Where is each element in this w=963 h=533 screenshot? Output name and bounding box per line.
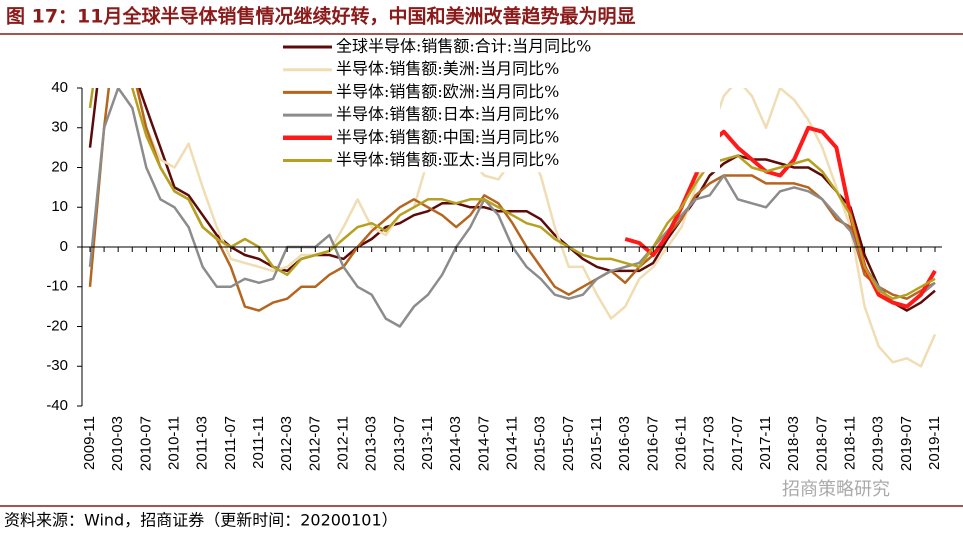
x-tick-label: 2018-07	[813, 416, 830, 471]
y-tick-label: -10	[46, 278, 68, 295]
y-tick-label: 10	[51, 198, 68, 215]
x-tick-label: 2015-07	[560, 416, 577, 471]
legend-label: 半导体:销售额:亚太:当月同比%	[336, 150, 559, 169]
legend-box	[280, 36, 720, 173]
y-tick-label: -40	[46, 397, 68, 414]
series-line	[624, 125, 937, 309]
x-tick-label: 2015-03	[532, 416, 549, 471]
x-tick-label: 2017-03	[701, 416, 718, 471]
x-tick-label: 2011-03	[194, 416, 211, 470]
x-tick-label: 2013-11	[419, 416, 436, 470]
y-tick-label: 20	[51, 158, 68, 175]
x-tick-label: 2015-11	[588, 416, 605, 470]
x-tick-label: 2019-07	[898, 416, 915, 471]
x-tick-label: 2017-11	[757, 416, 774, 470]
series-line	[88, 88, 936, 312]
y-tick-label: 0	[60, 238, 68, 255]
x-tick-label: 2017-07	[729, 416, 746, 471]
x-tick-label: 2010-07	[137, 416, 154, 471]
x-tick-label: 2019-03	[870, 416, 887, 471]
x-tick-label: 2019-11	[926, 416, 943, 470]
x-tick-label: 2014-03	[447, 416, 464, 471]
x-tick-label: 2011-07	[222, 416, 239, 470]
x-tick-label: 2014-11	[503, 416, 520, 470]
legend-label: 半导体:销售额:美洲:当月同比%	[336, 59, 559, 78]
legend-label: 半导体:销售额:欧洲:当月同比%	[336, 82, 559, 101]
x-tick-label: 2010-11	[165, 416, 182, 470]
x-tick-label: 2014-07	[475, 416, 492, 471]
x-tick-label: 2013-07	[391, 416, 408, 471]
source: 资料来源：Wind，招商证券（更新时间：20200101）	[4, 511, 398, 530]
x-tick-label: 2010-03	[109, 416, 126, 471]
x-tick-label: 2016-03	[616, 416, 633, 471]
x-tick-label: 2012-11	[334, 416, 351, 470]
legend-label: 半导体:销售额:日本:当月同比%	[336, 105, 559, 124]
x-tick-label: 2011-11	[250, 416, 267, 469]
legend-label: 半导体:销售额:中国:当月同比%	[336, 127, 559, 146]
x-tick-label: 2013-03	[363, 416, 380, 471]
y-tick-label: 40	[51, 79, 68, 96]
legend-label: 全球半导体:销售额:合计:当月同比%	[336, 37, 591, 56]
y-tick-label: 30	[51, 119, 68, 136]
x-tick-label: 2016-11	[672, 416, 689, 470]
y-tick-label: -30	[46, 357, 68, 374]
x-tick-label: 2018-03	[785, 416, 802, 471]
y-tick-label: -20	[46, 317, 68, 334]
watermark: 招商策略研究	[782, 479, 890, 500]
x-tick-label: 2012-03	[278, 416, 295, 471]
chart-title: 图 17：11月全球半导体销售情况继续好转，中国和美洲改善趋势最为明显	[6, 5, 636, 28]
x-tick-label: 2009-11	[81, 416, 98, 470]
x-tick-label: 2016-07	[644, 416, 661, 471]
x-tick-label: 2012-07	[306, 416, 323, 471]
x-tick-label: 2018-11	[841, 416, 858, 470]
